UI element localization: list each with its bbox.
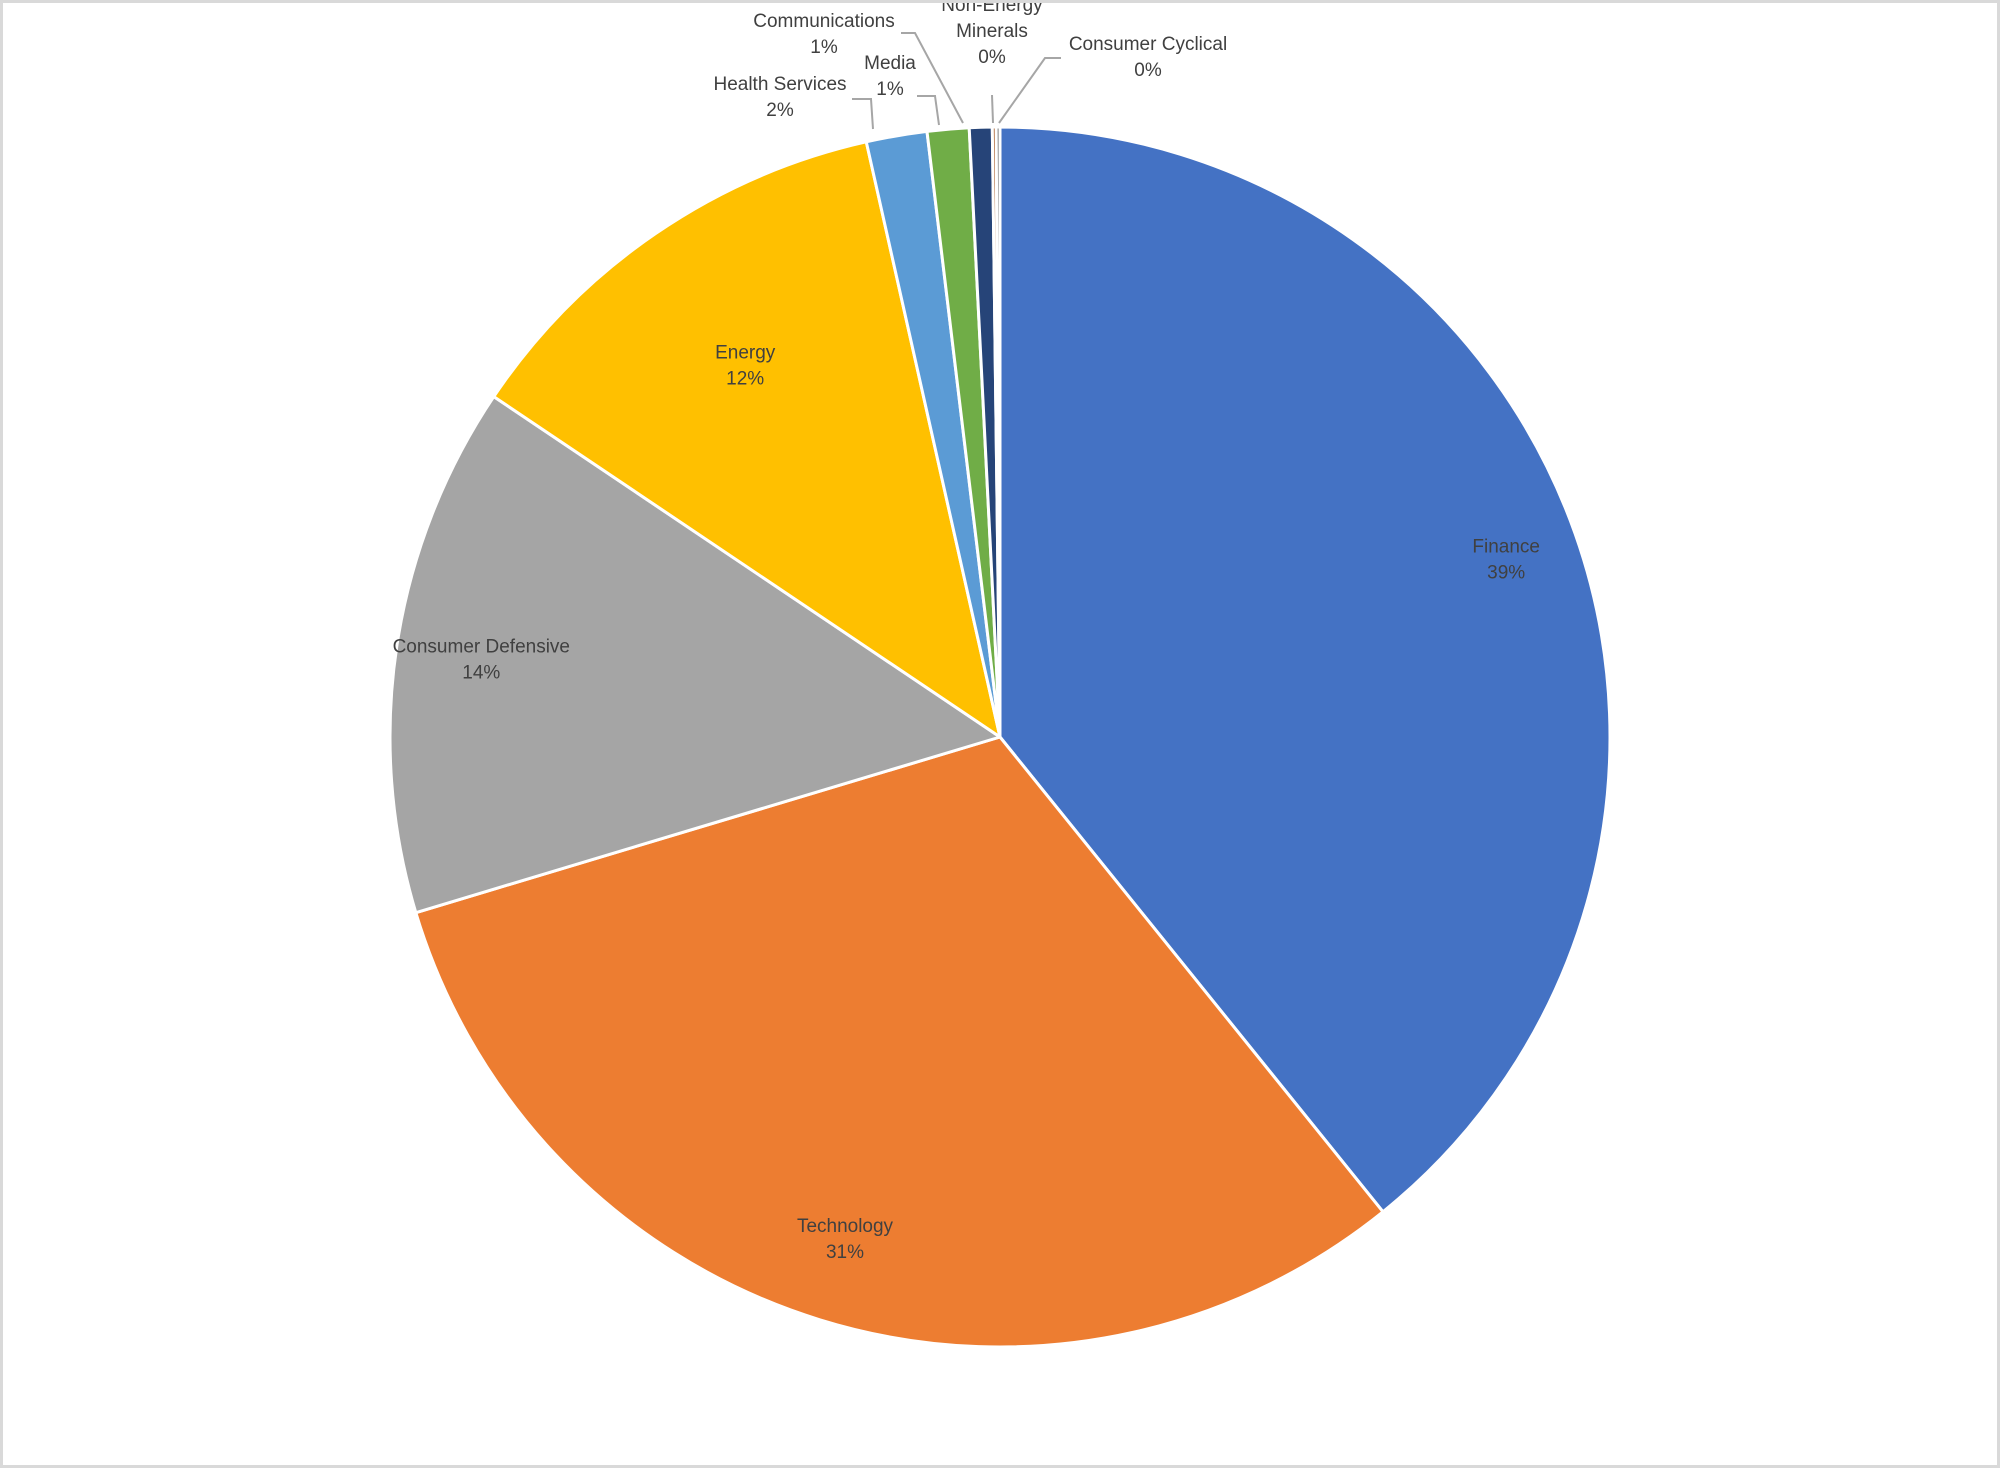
data-label-energy: Energy 12% bbox=[715, 342, 776, 389]
pie-slice-consumer-defensive bbox=[388, 395, 1002, 915]
data-label-finance: Finance 39% bbox=[1472, 536, 1540, 583]
leader-line-non-energy-minerals bbox=[991, 94, 994, 124]
data-label-health-services: Health Services 2% bbox=[713, 74, 846, 121]
data-label-consumer-cyclical: Consumer Cyclical 0% bbox=[1069, 34, 1227, 81]
pie-chart: Finance 39% Technology 31% Consumer Defensiv… bbox=[388, 3, 1612, 1349]
data-label-percent: 14% bbox=[462, 663, 500, 684]
pie-slice-finance bbox=[998, 125, 1612, 1214]
leader-line-health-services bbox=[852, 98, 874, 130]
data-label-category: Technology bbox=[797, 1216, 894, 1237]
data-label-consumer-defensive: Consumer Defensive 14% bbox=[393, 637, 570, 684]
leader-lines-layer bbox=[852, 32, 1061, 130]
data-label-percent: 2% bbox=[766, 100, 794, 121]
data-label-category: Non-Energy bbox=[941, 3, 1043, 16]
data-label-percent: 0% bbox=[978, 47, 1006, 68]
data-label-category: Health Services bbox=[713, 74, 846, 95]
data-label-category: Energy bbox=[715, 342, 776, 363]
data-label-technology: Technology 31% bbox=[797, 1216, 894, 1263]
data-label-percent: 1% bbox=[810, 37, 838, 58]
data-label-category: Consumer Defensive bbox=[393, 637, 570, 658]
data-label-category: Minerals bbox=[956, 21, 1028, 42]
pie-slice-energy bbox=[492, 140, 1002, 739]
data-label-percent: 0% bbox=[1134, 60, 1162, 81]
data-label-percent: 1% bbox=[876, 79, 904, 100]
leader-line-communications bbox=[901, 32, 964, 124]
data-label-percent: 39% bbox=[1487, 562, 1525, 583]
data-label-category: Finance bbox=[1472, 536, 1540, 557]
data-label-category: Consumer Cyclical bbox=[1069, 34, 1227, 55]
labels-layer: Finance 39% Technology 31% Consumer Defensiv… bbox=[393, 3, 1540, 1263]
pie-slice-technology bbox=[414, 735, 1385, 1349]
data-label-percent: 12% bbox=[726, 368, 764, 389]
data-label-media: Media 1% bbox=[864, 53, 916, 100]
slices-layer bbox=[388, 125, 1612, 1349]
data-label-category: Media bbox=[864, 53, 916, 74]
data-label-percent: 31% bbox=[826, 1242, 864, 1263]
leader-line-media bbox=[917, 95, 940, 126]
data-label-category: Communications bbox=[753, 11, 895, 32]
data-label-communications: Communications 1% bbox=[753, 11, 895, 58]
pie-slice-consumer-cyclical bbox=[994, 125, 1002, 739]
leader-line-consumer-cyclical bbox=[998, 57, 1061, 124]
data-label-non-energy-minerals: Non-Energy Minerals 0% bbox=[941, 3, 1043, 68]
